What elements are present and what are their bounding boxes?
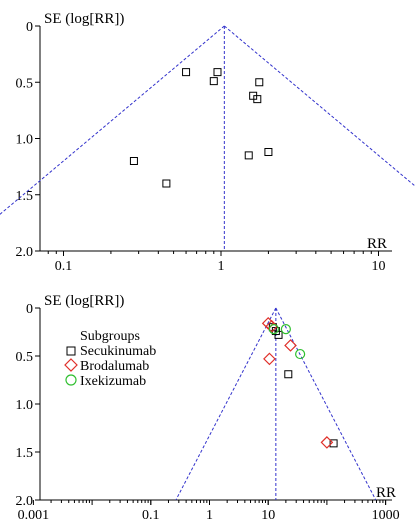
x-tick-label: 10 <box>261 508 275 523</box>
x-ticks: 0.001 0.1 1 10 1000 <box>18 500 400 523</box>
x-tick-label: 1 <box>206 508 213 523</box>
x-tick-label: 10 <box>372 259 386 274</box>
legend: Subgroups Secukinumab Brodalumab Ixekizu… <box>64 329 156 389</box>
funnel-plot-subgroups: SE (log[RR]) RR 0 0.5 1.0 1.5 2.0 0.001 0.1 1 1… <box>16 293 400 523</box>
data-point-square <box>255 78 264 87</box>
data-point-square <box>162 179 171 188</box>
funnel-lower-limit <box>175 307 277 501</box>
data-point-diamond <box>320 436 334 449</box>
y-tick-label: 0.5 <box>16 76 34 91</box>
legend-marker-circle <box>65 374 77 386</box>
y-tick-label: 0 <box>26 20 33 35</box>
x-tick-label: 1 <box>218 259 225 274</box>
legend-marker-diamond <box>64 358 78 372</box>
data-point-circle <box>268 324 279 335</box>
data-point-square <box>182 68 191 77</box>
funnel-lower-limit <box>0 25 225 215</box>
x-tick-label: 0.1 <box>55 259 73 274</box>
y-tick-label: 1.5 <box>16 189 34 204</box>
data-point-circle <box>295 348 306 360</box>
data-point-square <box>244 151 253 160</box>
study-points <box>261 317 338 449</box>
x-tick-label: 0.1 <box>142 508 160 523</box>
legend-label: Ixekizumab <box>80 374 146 389</box>
y-axis-label: SE (log[RR]) <box>44 293 124 309</box>
data-point-square <box>253 95 262 104</box>
legend-marker-square <box>66 346 76 356</box>
funnel-plot-overall: SE (log[RR]) RR 00.51.01.52.0 0.020.1110… <box>0 11 415 274</box>
y-tick-label: 1.0 <box>16 133 34 148</box>
y-tick-label: 2.0 <box>16 494 34 509</box>
legend-item-brodalumab: Brodalumab <box>64 358 149 374</box>
legend-title: Subgroups <box>80 329 140 344</box>
y-tick-label: 0.5 <box>16 350 34 365</box>
legend-label: Secukinumab <box>80 344 156 359</box>
data-point-square <box>284 370 293 379</box>
x-tick-label: 0.001 <box>18 508 50 523</box>
legend-item-secukinumab: Secukinumab <box>66 344 156 359</box>
data-point-square <box>213 68 222 77</box>
funnel-lines <box>175 307 377 501</box>
y-ticks: 0 0.5 1.0 1.5 2.0 <box>16 20 40 260</box>
y-tick-label: 1.0 <box>16 398 34 413</box>
x-tick-label: 1000 <box>372 508 400 523</box>
study-points <box>129 68 273 188</box>
funnel-upper-limit <box>224 25 415 187</box>
data-point-diamond <box>263 352 276 366</box>
y-tick-label: 1.5 <box>16 446 34 461</box>
data-point-square <box>274 330 283 339</box>
funnel-upper-limit <box>275 307 377 501</box>
data-point-square <box>329 439 338 448</box>
data-point-square <box>264 148 273 156</box>
data-point-square <box>129 157 138 165</box>
x-axis-label: RR <box>376 485 396 501</box>
x-axis-label: RR <box>367 236 387 252</box>
x-ticks: 0.020.111050 <box>47 251 386 274</box>
y-axis-label: SE (log[RR]) <box>44 11 124 27</box>
legend-item-ixekizumab: Ixekizumab <box>65 374 146 389</box>
data-point-square <box>209 77 218 86</box>
data-point-diamond <box>284 339 297 352</box>
legend-label: Brodalumab <box>80 359 149 374</box>
data-point-circle <box>280 324 291 335</box>
y-tick-label: 0 <box>26 302 33 317</box>
funnel-lines <box>0 25 415 251</box>
y-tick-label: 2.0 <box>16 245 34 260</box>
y-ticks: 0 0.5 1.0 1.5 2.0 <box>16 302 40 509</box>
